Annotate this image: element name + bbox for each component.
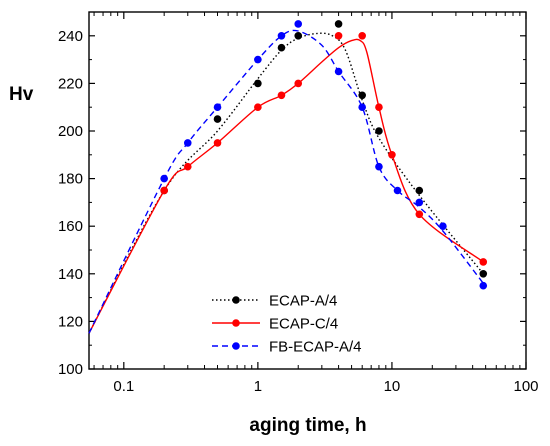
data-point (294, 79, 303, 88)
fit-curve-line (88, 29, 484, 334)
data-point (375, 103, 383, 111)
data-point (358, 32, 366, 40)
data-points (160, 20, 488, 290)
y-tick-label: 220 (58, 75, 83, 92)
data-point (277, 91, 286, 100)
x-tick-label: 1 (254, 378, 262, 395)
legend-label: ECAP-A/4 (269, 293, 337, 310)
x-axis: 0.1 1 10 100 (93, 12, 539, 395)
y-axis: 100 120 140 160 180 200 220 240 (58, 28, 526, 378)
data-point (479, 258, 488, 266)
y-tick-label: 100 (58, 361, 83, 378)
data-point (393, 186, 402, 195)
data-point (160, 174, 168, 183)
y-tick-label: 160 (58, 218, 83, 235)
data-point (160, 186, 168, 195)
data-point (358, 103, 366, 111)
y-axis-title: Hv (9, 84, 34, 105)
x-tick-label: 100 (513, 378, 538, 395)
data-point (388, 151, 396, 159)
data-point (415, 198, 424, 207)
fit-curves (88, 29, 484, 334)
y-tick-label: 140 (58, 266, 83, 283)
legend-label: FB-ECAP-A/4 (269, 339, 362, 356)
legend-label: ECAP-C/4 (269, 316, 338, 333)
data-point (213, 115, 222, 123)
y-tick-label: 180 (58, 171, 83, 188)
data-point (254, 79, 262, 88)
data-point (334, 67, 343, 76)
legend-marker (232, 296, 240, 304)
data-point (479, 270, 488, 278)
data-point (277, 32, 286, 40)
data-point (213, 103, 222, 111)
x-tick-label: 10 (384, 378, 401, 395)
data-point (334, 20, 343, 28)
plot-frame (88, 11, 527, 370)
data-point (254, 55, 262, 64)
x-tick-label: 0.1 (113, 378, 134, 395)
data-point (183, 162, 192, 171)
y-tick-label: 240 (58, 28, 83, 45)
legend: ECAP-A/4 ECAP-C/4 FB-ECAP-A/4 (212, 293, 362, 356)
x-axis-title: aging time, h (249, 415, 366, 436)
y-tick-label: 200 (58, 123, 83, 140)
data-point (183, 139, 192, 147)
y-tick-label: 120 (58, 313, 83, 330)
data-point (277, 43, 286, 52)
fit-curve-line (88, 38, 484, 334)
data-point (415, 186, 424, 195)
data-point (294, 20, 303, 28)
data-point (375, 162, 383, 171)
data-point (213, 139, 222, 147)
fit-curve-line (88, 32, 484, 334)
data-point (358, 91, 366, 100)
data-point (375, 127, 383, 135)
legend-marker (232, 342, 240, 350)
data-point (415, 210, 424, 219)
data-point (254, 103, 262, 111)
legend-marker (232, 319, 240, 327)
data-point (294, 32, 303, 40)
data-point (479, 281, 488, 290)
data-point (439, 222, 447, 230)
data-point (334, 32, 343, 40)
